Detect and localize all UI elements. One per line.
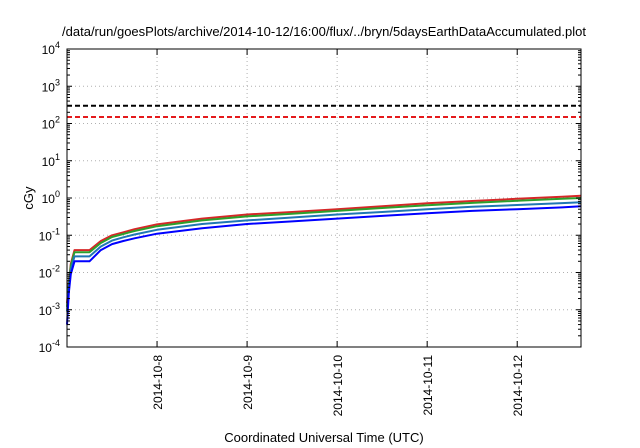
x-tick-label: 2014-10-11 [421,355,435,416]
y-tick-label: 10-2 [39,264,60,281]
y-tick-label: 100 [42,189,60,206]
x-tick-label: 2014-10-9 [241,355,255,410]
y-tick-label: 10-4 [39,338,60,355]
x-axis-ticks: 2014-10-8 2014-10-9 2014-10-10 2014-10-11 20… [151,49,525,416]
y-tick-label: 104 [42,40,60,57]
series-line [66,197,582,307]
threshold-lines [67,104,581,118]
y-tick-label: 101 [42,152,60,169]
x-tick-label: 2014-10-10 [331,355,345,417]
x-axis-label: Coordinated Universal Time (UTC) [224,430,423,445]
y-axis-label: cGy [21,186,36,210]
series-lines [66,194,582,325]
y-tick-label: 10-3 [39,301,60,318]
x-tick-label: 2014-10-8 [151,355,165,410]
grid [67,49,581,347]
series-line [66,201,582,312]
x-tick-label: 2014-10-12 [511,355,525,417]
series-line [66,205,582,325]
y-tick-label: 103 [42,77,60,94]
y-tick-label: 10-1 [39,226,60,243]
series-line [66,194,582,304]
chart-title: /data/run/goesPlots/archive/2014-10-12/1… [62,24,586,39]
y-tick-label: 102 [42,115,60,132]
